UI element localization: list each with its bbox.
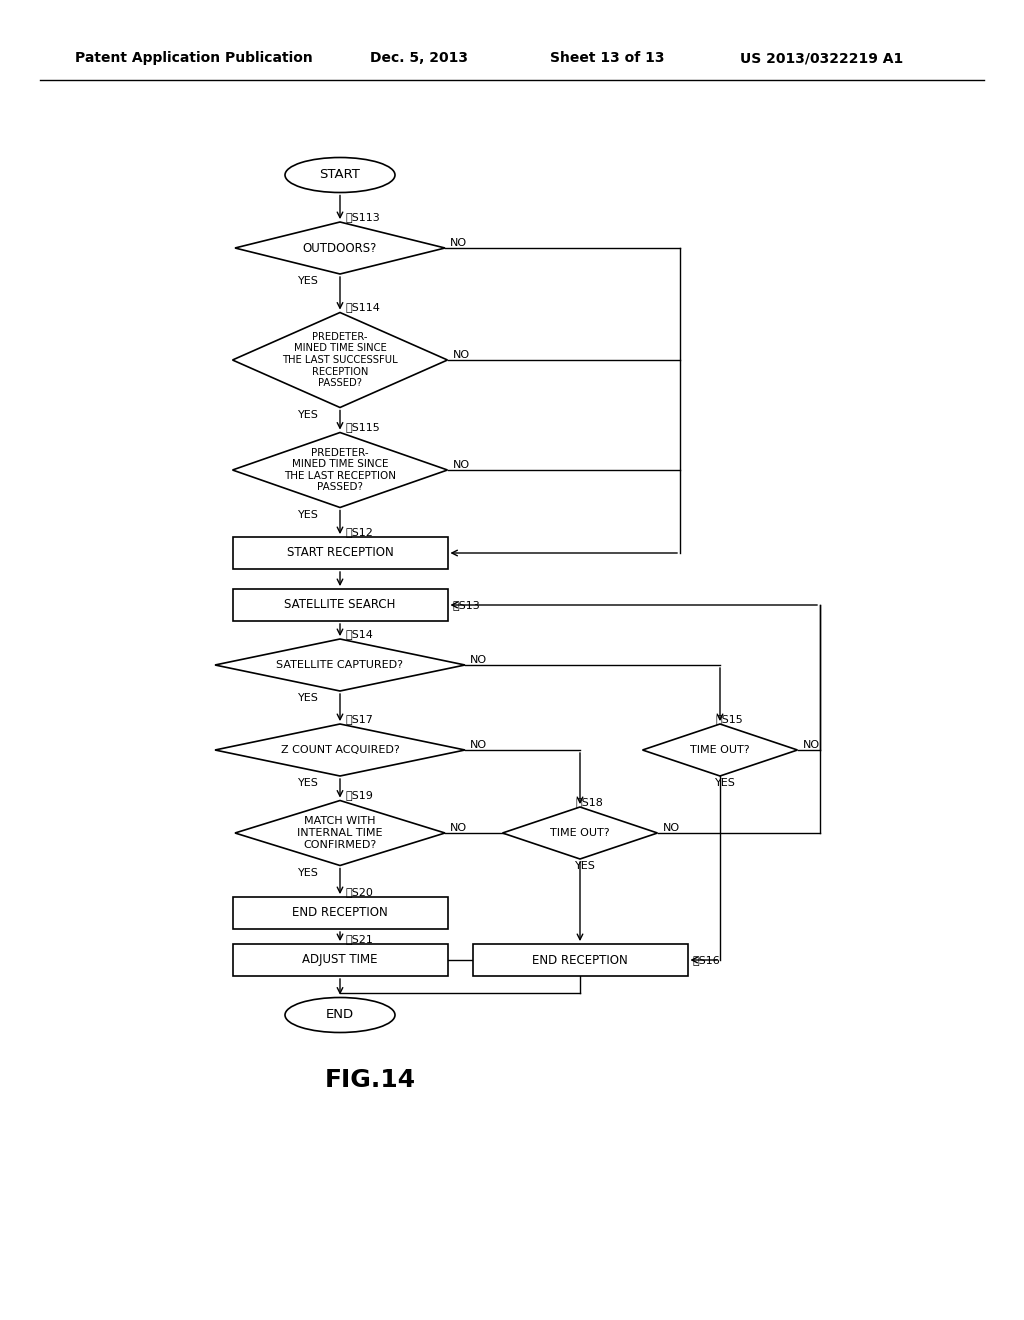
Bar <box>232 944 447 975</box>
Bar <box>232 589 447 620</box>
Text: SATELLITE SEARCH: SATELLITE SEARCH <box>285 598 395 611</box>
Text: ⌣S114: ⌣S114 <box>345 302 380 313</box>
Text: US 2013/0322219 A1: US 2013/0322219 A1 <box>740 51 903 65</box>
Text: NO: NO <box>453 350 470 360</box>
Text: NO: NO <box>450 238 467 248</box>
Polygon shape <box>503 807 657 859</box>
Text: MATCH WITH
INTERNAL TIME
CONFIRMED?: MATCH WITH INTERNAL TIME CONFIRMED? <box>297 816 383 850</box>
Polygon shape <box>234 222 445 275</box>
Text: ⌣S115: ⌣S115 <box>345 422 380 433</box>
Text: END: END <box>326 1008 354 1022</box>
Bar <box>232 537 447 569</box>
Text: Sheet 13 of 13: Sheet 13 of 13 <box>550 51 665 65</box>
Text: PREDETER-
MINED TIME SINCE
THE LAST SUCCESSFUL
RECEPTION
PASSED?: PREDETER- MINED TIME SINCE THE LAST SUCC… <box>283 331 397 388</box>
Text: TIME OUT?: TIME OUT? <box>690 744 750 755</box>
Text: YES: YES <box>298 867 318 878</box>
Text: ⌣S20: ⌣S20 <box>345 887 373 898</box>
Text: ⌣S17: ⌣S17 <box>345 714 373 723</box>
Text: ⌣S12: ⌣S12 <box>345 527 373 537</box>
Text: ⌣S16: ⌣S16 <box>692 954 720 965</box>
Text: YES: YES <box>298 777 318 788</box>
Text: FIG.14: FIG.14 <box>325 1068 416 1092</box>
Text: NO: NO <box>803 741 819 750</box>
Polygon shape <box>642 723 798 776</box>
Text: NO: NO <box>663 822 680 833</box>
Text: Dec. 5, 2013: Dec. 5, 2013 <box>370 51 468 65</box>
Bar <box>232 898 447 929</box>
Text: Patent Application Publication: Patent Application Publication <box>75 51 312 65</box>
Text: YES: YES <box>574 861 595 871</box>
Text: END RECEPTION: END RECEPTION <box>292 907 388 920</box>
Text: ⌣S14: ⌣S14 <box>345 630 373 639</box>
Polygon shape <box>232 433 447 507</box>
Text: ⌣S113: ⌣S113 <box>345 213 380 222</box>
Text: START RECEPTION: START RECEPTION <box>287 546 393 560</box>
Text: NO: NO <box>470 741 487 750</box>
Text: ⌣S18: ⌣S18 <box>575 797 603 807</box>
Polygon shape <box>234 800 445 866</box>
Ellipse shape <box>285 157 395 193</box>
Text: NO: NO <box>453 459 470 470</box>
Text: ADJUST TIME: ADJUST TIME <box>302 953 378 966</box>
Text: ⌣S13: ⌣S13 <box>453 601 480 610</box>
Text: ⌣S19: ⌣S19 <box>345 791 373 800</box>
Text: START: START <box>319 169 360 181</box>
Text: SATELLITE CAPTURED?: SATELLITE CAPTURED? <box>276 660 403 671</box>
Polygon shape <box>232 313 447 408</box>
Text: YES: YES <box>298 409 318 420</box>
Text: TIME OUT?: TIME OUT? <box>550 828 610 838</box>
Text: ⌣S21: ⌣S21 <box>345 935 373 944</box>
Text: YES: YES <box>298 510 318 520</box>
Text: YES: YES <box>715 777 735 788</box>
Text: OUTDOORS?: OUTDOORS? <box>303 242 377 255</box>
Bar <box>472 944 687 975</box>
Text: YES: YES <box>298 276 318 286</box>
Text: Z COUNT ACQUIRED?: Z COUNT ACQUIRED? <box>281 744 399 755</box>
Text: END RECEPTION: END RECEPTION <box>532 953 628 966</box>
Polygon shape <box>215 639 465 690</box>
Text: NO: NO <box>450 822 467 833</box>
Text: PREDETER-
MINED TIME SINCE
THE LAST RECEPTION
PASSED?: PREDETER- MINED TIME SINCE THE LAST RECE… <box>284 447 396 492</box>
Ellipse shape <box>285 998 395 1032</box>
Text: ⌣S15: ⌣S15 <box>715 714 742 723</box>
Text: YES: YES <box>298 693 318 704</box>
Text: NO: NO <box>470 655 487 665</box>
Polygon shape <box>215 723 465 776</box>
